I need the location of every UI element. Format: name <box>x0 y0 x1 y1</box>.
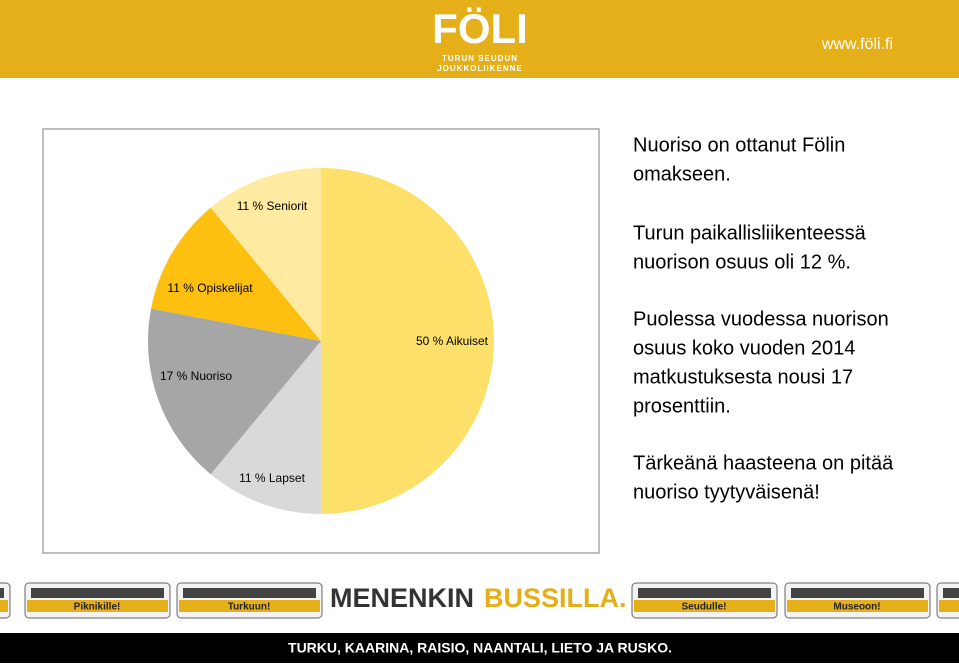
paragraph-line: omakseen. <box>633 163 731 185</box>
towns: TURKU, KAARINA, RAISIO, NAANTALI, LIETO … <box>288 640 672 656</box>
slice-label: 11 % Lapset <box>239 471 305 485</box>
bus-stripe <box>634 600 775 612</box>
bus-windows <box>943 588 959 598</box>
paragraph-line: Turun paikallisliikenteessä <box>633 222 867 244</box>
paragraph-line: prosenttiin. <box>633 395 731 417</box>
pie-slice <box>210 168 321 341</box>
logo-subtitle: JOUKKOLIIKENNE <box>437 64 523 73</box>
paragraph-line: matkustuksesta nousi 17 <box>633 366 853 388</box>
slice-label: 50 % Aikuiset <box>416 334 489 348</box>
bus-windows <box>638 588 771 598</box>
pie-slice <box>151 207 321 341</box>
paragraph-line: Tärkeänä haasteena on pitää <box>633 452 894 474</box>
bus-stripe <box>0 600 8 612</box>
bus-label: Seudulle! <box>681 602 726 613</box>
paragraph-line: Puolessa vuodessa nuorison <box>633 308 889 330</box>
bus-windows <box>0 588 4 598</box>
bus-label: Piknikille! <box>74 602 121 613</box>
pie-slice <box>210 341 321 514</box>
paragraph-line: nuoriso tyytyväisenä! <box>633 481 820 503</box>
slice-label: 11 % Opiskelijat <box>167 281 253 295</box>
bus-windows <box>183 588 316 598</box>
footer-bar <box>0 633 959 663</box>
pie-slice <box>321 168 494 514</box>
paragraph-line: nuorison osuus oli 12 %. <box>633 251 851 273</box>
url: www.föli.fi <box>821 36 893 53</box>
bus-stripe <box>787 600 928 612</box>
slice-label: 17 % Nuoriso <box>160 369 232 383</box>
paragraph-line: osuus koko vuoden 2014 <box>633 337 855 359</box>
paragraph-line: Nuoriso on ottanut Fölin <box>633 134 845 156</box>
slice-label: 11 % Seniorit <box>237 199 308 213</box>
bus-label: Museoon! <box>833 602 880 613</box>
slogan: BUSSILLA. <box>484 583 627 613</box>
bus-label: Turkuun! <box>228 602 271 613</box>
bus-stripe <box>939 600 959 612</box>
header-bar <box>0 0 959 78</box>
pie-slice <box>148 308 321 475</box>
bus-stripe <box>27 600 168 612</box>
logo-subtitle: TURUN SEUDUN <box>442 54 518 63</box>
logo: FÖLI <box>432 5 528 52</box>
bus-windows <box>791 588 924 598</box>
bus-stripe <box>179 600 320 612</box>
bus-windows <box>31 588 164 598</box>
slogan: MENENKIN <box>330 583 474 613</box>
